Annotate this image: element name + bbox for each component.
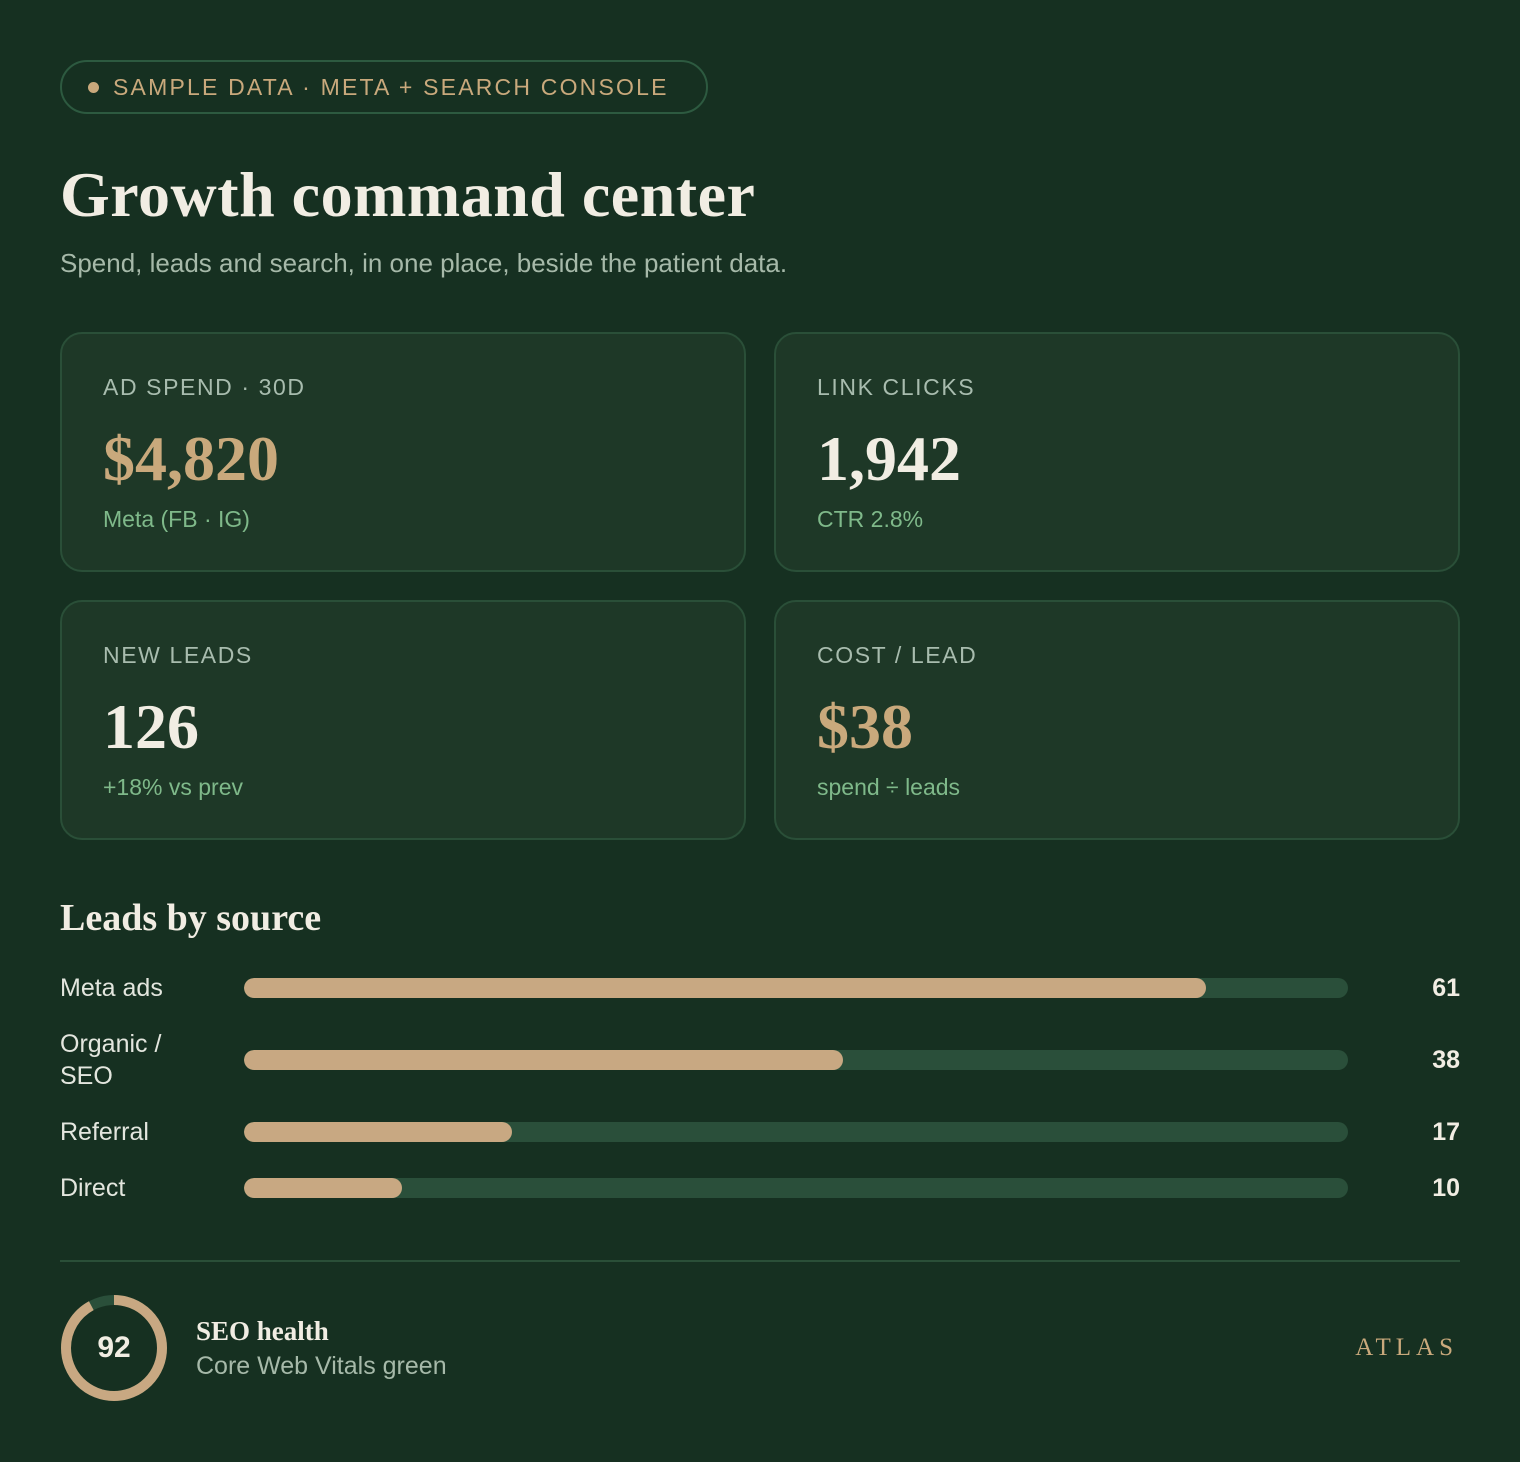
card-sub: CTR 2.8% — [817, 506, 924, 532]
source-count: 17 — [1432, 1118, 1460, 1146]
data-source-badge-label: SAMPLE DATA · META + SEARCH CONSOLE — [113, 73, 669, 100]
seo-score-value: 92 — [97, 1331, 131, 1364]
card-sub: +18% vs prev — [103, 774, 243, 800]
source-row-referral: Referral 17 — [60, 1116, 1460, 1148]
seo-health-subtitle: Core Web Vitals green — [196, 1352, 447, 1380]
card-ad-spend: AD SPEND · 30D $4,820 Meta (FB · IG) — [60, 332, 746, 572]
seo-score-ring: 92 — [60, 1294, 168, 1402]
source-row-organic-seo: Organic / SEO 38 — [60, 1028, 1460, 1092]
source-bar-fill — [244, 978, 1207, 998]
source-label: Organic / SEO — [60, 1030, 162, 1090]
data-source-badge: SAMPLE DATA · META + SEARCH CONSOLE — [60, 60, 708, 114]
source-bar-fill — [244, 1178, 402, 1198]
page-title: Growth command center — [60, 159, 756, 230]
card-value: $38 — [817, 691, 913, 762]
source-count: 38 — [1432, 1046, 1460, 1074]
card-sub: Meta (FB · IG) — [103, 506, 250, 532]
page-subtitle: Spend, leads and search, in one place, b… — [60, 248, 788, 278]
brand-logo: ATLAS — [1355, 1334, 1458, 1361]
card-label: AD SPEND · 30D — [103, 374, 306, 400]
source-bar-fill — [244, 1122, 513, 1142]
card-value: 126 — [103, 691, 199, 762]
source-label: Direct — [60, 1174, 126, 1202]
source-bar-fill — [244, 1050, 844, 1070]
source-count: 61 — [1432, 974, 1460, 1002]
source-bar-track — [244, 1178, 1348, 1198]
card-value: 1,942 — [817, 423, 961, 494]
source-row-meta-ads: Meta ads 61 — [60, 972, 1460, 1004]
source-count: 10 — [1432, 1174, 1460, 1202]
seo-score-ring-graphic — [61, 1295, 167, 1401]
card-value: $4,820 — [103, 423, 279, 494]
source-bar-track — [244, 1050, 1348, 1070]
seo-ring-progress — [61, 1295, 167, 1401]
section-divider — [60, 1260, 1460, 1262]
card-cost-per-lead: COST / LEAD $38 spend ÷ leads — [774, 600, 1460, 840]
card-label: COST / LEAD — [817, 642, 978, 668]
card-label: LINK CLICKS — [817, 374, 976, 400]
card-new-leads: NEW LEADS 126 +18% vs prev — [60, 600, 746, 840]
source-bar-track — [244, 978, 1348, 998]
leads-by-source-title: Leads by source — [60, 897, 322, 939]
card-link-clicks: LINK CLICKS 1,942 CTR 2.8% — [774, 332, 1460, 572]
status-dot-icon — [88, 81, 99, 93]
seo-health-title: SEO health — [196, 1316, 329, 1346]
source-row-direct: Direct 10 — [60, 1172, 1460, 1204]
card-sub: spend ÷ leads — [817, 774, 961, 800]
source-label: Meta ads — [60, 974, 163, 1002]
source-label: Referral — [60, 1118, 149, 1146]
card-label: NEW LEADS — [103, 642, 253, 668]
source-bar-track — [244, 1122, 1348, 1142]
